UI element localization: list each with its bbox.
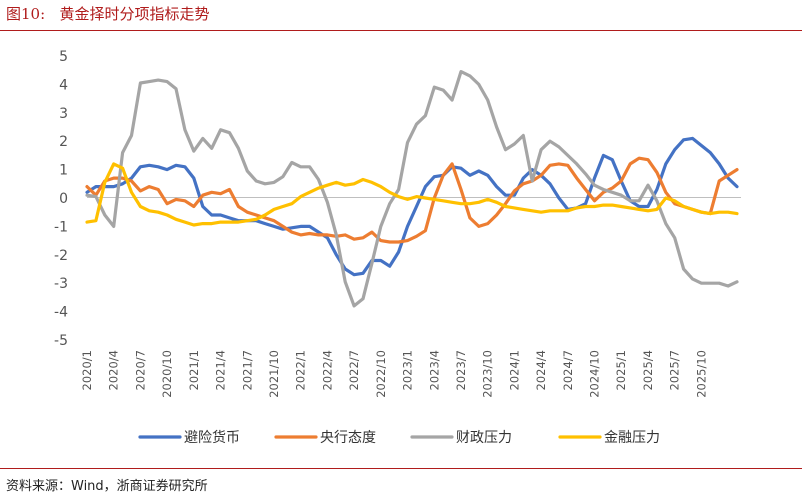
y-tick-label: 2 <box>59 134 68 150</box>
x-tick-label: 2025/1 <box>614 350 628 390</box>
y-tick-label: -2 <box>54 248 68 264</box>
x-tick-label: 2020/4 <box>107 350 121 390</box>
legend-label-1: 央行态度 <box>320 430 376 446</box>
y-tick-label: 5 <box>59 49 68 65</box>
y-tick-label: -1 <box>54 219 68 235</box>
legend-label-3: 金融压力 <box>604 430 660 446</box>
y-tick-label: 1 <box>59 163 68 179</box>
figure-label: 图10: <box>6 5 46 23</box>
x-tick-label: 2022/10 <box>374 350 388 398</box>
x-tick-label: 2023/4 <box>427 350 441 390</box>
y-tick-label: -3 <box>54 276 68 292</box>
x-tick-labels: 2020/1 2020/4 2020/7 2020/10 2021/1 2021/4 202… <box>80 350 708 398</box>
x-tick-label: 2021/10 <box>267 350 281 398</box>
x-tick-label: 2021/4 <box>214 350 228 390</box>
legend: 避险货币 央行态度 财政压力 金融压力 <box>138 429 660 446</box>
x-tick-label: 2021/7 <box>240 350 254 390</box>
x-tick-label: 2023/1 <box>401 350 415 390</box>
x-tick-label: 2022/4 <box>320 350 334 390</box>
x-tick-label: 2024/7 <box>561 350 575 390</box>
x-tick-label: 2022/7 <box>347 350 361 390</box>
x-tick-label: 2024/1 <box>507 350 521 390</box>
series-line-2 <box>85 69 739 308</box>
y-tick-label: 0 <box>59 191 68 207</box>
x-tick-label: 2025/7 <box>668 350 682 390</box>
x-tick-label: 2023/10 <box>481 350 495 398</box>
series-line-3 <box>85 162 739 227</box>
y-tick-labels: 5 4 3 2 1 0 -1 -2 -3 -4 -5 <box>54 49 68 349</box>
series-line-0 <box>85 136 739 277</box>
top-rule <box>0 30 802 31</box>
x-tick-label: 2024/4 <box>534 350 548 390</box>
figure-title: 图10: 黄金择时分项指标走势 <box>6 3 209 24</box>
x-tick-label: 2020/7 <box>133 350 147 390</box>
source-note: 资料来源：Wind，浙商证券研究所 <box>6 479 208 494</box>
x-tick-label: 2023/7 <box>454 350 468 390</box>
legend-label-2: 财政压力 <box>456 430 512 446</box>
x-tick-label: 2024/10 <box>588 350 602 398</box>
y-tick-label: -4 <box>54 305 68 321</box>
x-tick-label: 2025/10 <box>694 350 708 398</box>
y-tick-label: 3 <box>59 106 68 122</box>
x-tick-label: 2022/1 <box>294 350 308 390</box>
series-lines <box>85 69 739 308</box>
series-line-1 <box>85 156 739 244</box>
x-tick-label: 2020/10 <box>160 350 174 398</box>
figure-title-text: 黄金择时分项指标走势 <box>59 5 210 23</box>
bottom-rule <box>0 468 802 469</box>
y-tick-label: 4 <box>59 77 68 93</box>
y-tick-label: -5 <box>54 333 68 349</box>
legend-label-0: 避险货币 <box>184 429 240 446</box>
x-tick-label: 2020/1 <box>80 350 94 390</box>
x-tick-label: 2025/4 <box>641 350 655 390</box>
x-tick-label: 2021/1 <box>187 350 201 390</box>
